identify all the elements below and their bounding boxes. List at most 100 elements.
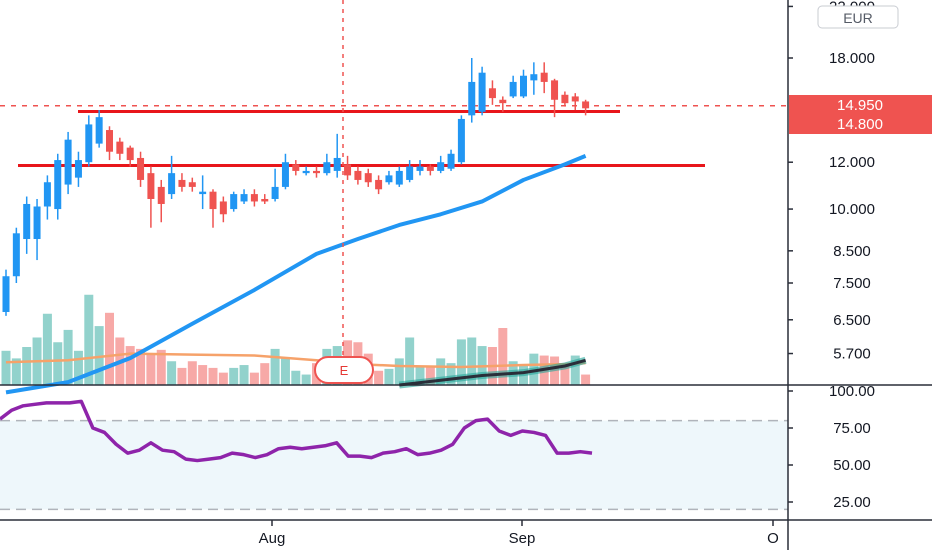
candle	[499, 96, 507, 112]
candle	[271, 168, 279, 202]
currency-badge[interactable]: EUR	[817, 5, 899, 29]
candle	[530, 62, 538, 95]
volume-bar	[177, 367, 187, 385]
candle	[230, 191, 238, 212]
event-marker-label: E	[340, 363, 349, 378]
candle-body	[302, 170, 310, 174]
candle-body	[281, 162, 289, 187]
candle-body	[416, 166, 424, 171]
volume-bar	[229, 367, 239, 385]
volume-bar	[167, 361, 177, 385]
candle	[261, 194, 269, 204]
candle-body	[499, 99, 507, 104]
candle-body	[468, 81, 476, 116]
candle	[582, 99, 590, 116]
volume-bar	[198, 365, 208, 385]
candle-body	[54, 160, 62, 210]
candle-body	[561, 94, 569, 104]
candle-body	[457, 118, 465, 163]
candle-body	[333, 157, 341, 171]
volume-bar	[249, 372, 259, 385]
candle-body	[209, 191, 217, 210]
candle-body	[271, 186, 279, 199]
candle	[23, 196, 31, 254]
candle-body	[23, 203, 31, 240]
volume-bar	[239, 365, 249, 385]
candle	[561, 91, 569, 107]
volume-bar	[156, 349, 166, 385]
y-tick-label: 18.000	[829, 50, 875, 67]
candle	[188, 177, 196, 192]
candle	[520, 69, 527, 99]
candle	[54, 153, 62, 220]
volume-bar	[394, 358, 404, 385]
candle-body	[33, 206, 41, 240]
candle	[74, 151, 82, 187]
candle-body	[364, 173, 372, 183]
volume-bar	[63, 329, 73, 385]
candle	[106, 126, 113, 161]
oscillator-tick-label: 100.00	[829, 383, 875, 400]
candle	[209, 189, 217, 228]
y-tick-label: 12.000	[829, 154, 875, 171]
candle	[12, 227, 20, 283]
currency-badge-frame[interactable]	[817, 5, 899, 29]
y-tick-label: 5.700	[833, 346, 871, 363]
candle-body	[520, 75, 527, 97]
candle	[426, 164, 434, 176]
candle	[447, 149, 455, 171]
candle-body	[385, 175, 393, 183]
candle-body	[582, 101, 590, 109]
candle-body	[250, 194, 258, 202]
volume-bar	[53, 342, 63, 385]
price-tag-label: 14.800	[837, 116, 883, 133]
volume-bar	[467, 337, 477, 385]
candle-body	[168, 173, 176, 195]
candle-body	[106, 130, 113, 152]
candle-body	[178, 179, 186, 187]
event-marker-badge[interactable]	[314, 356, 374, 384]
candle-body	[126, 147, 134, 161]
candle	[95, 110, 103, 148]
volume-bar	[22, 347, 32, 385]
oscillator-line	[0, 399, 593, 463]
candle-body	[292, 164, 300, 171]
volume-bar	[260, 363, 270, 385]
candle-body	[116, 141, 124, 154]
candle-body	[199, 191, 207, 195]
price-tag-label: 14.950	[837, 97, 883, 114]
candle-body	[323, 162, 331, 174]
candle-body	[344, 164, 352, 176]
oscillator-tick-label: 25.00	[833, 494, 871, 511]
candle-body	[219, 201, 227, 215]
volume-bar	[374, 370, 384, 385]
event-marker[interactable]: E	[314, 356, 374, 384]
volume-bar	[415, 366, 425, 385]
volume-trend-line	[399, 358, 586, 387]
price-tag-background	[789, 114, 932, 134]
candle-body	[240, 194, 248, 202]
candle	[395, 166, 403, 187]
candle-body	[426, 166, 434, 171]
candle	[457, 115, 465, 165]
volume-bar	[125, 346, 135, 385]
candle	[437, 155, 445, 174]
candle	[540, 62, 548, 94]
candle	[488, 80, 496, 105]
volume-bar	[105, 312, 114, 385]
candle	[137, 151, 145, 187]
candle	[509, 75, 517, 99]
candle-body	[64, 139, 72, 185]
x-tick-label: Sep	[509, 530, 536, 547]
candle	[323, 153, 331, 176]
volume-bar	[94, 326, 104, 385]
candle	[2, 269, 10, 316]
candle	[281, 153, 289, 190]
oscillator-tick-label: 75.00	[833, 420, 871, 437]
currency-label: EUR	[843, 10, 873, 26]
candle-body	[406, 166, 414, 180]
candle-body	[478, 72, 486, 112]
volume-bar	[384, 368, 394, 385]
candle-body	[43, 182, 51, 207]
